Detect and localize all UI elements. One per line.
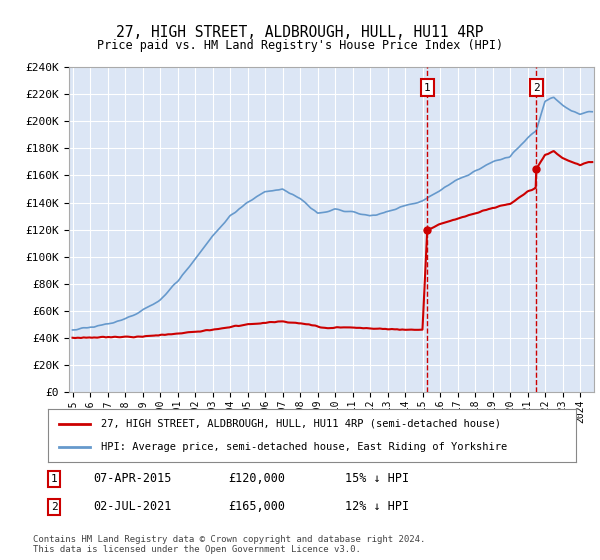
Text: 07-APR-2015: 07-APR-2015 bbox=[93, 472, 172, 486]
Text: 02-JUL-2021: 02-JUL-2021 bbox=[93, 500, 172, 514]
Text: 27, HIGH STREET, ALDBROUGH, HULL, HU11 4RP (semi-detached house): 27, HIGH STREET, ALDBROUGH, HULL, HU11 4… bbox=[101, 419, 501, 429]
Text: 15% ↓ HPI: 15% ↓ HPI bbox=[345, 472, 409, 486]
Text: 1: 1 bbox=[424, 82, 431, 92]
Text: HPI: Average price, semi-detached house, East Riding of Yorkshire: HPI: Average price, semi-detached house,… bbox=[101, 442, 507, 452]
Text: £120,000: £120,000 bbox=[228, 472, 285, 486]
Text: 2: 2 bbox=[533, 82, 539, 92]
Text: 2: 2 bbox=[50, 502, 58, 512]
Text: 27, HIGH STREET, ALDBROUGH, HULL, HU11 4RP: 27, HIGH STREET, ALDBROUGH, HULL, HU11 4… bbox=[116, 25, 484, 40]
Text: 1: 1 bbox=[50, 474, 58, 484]
Text: £165,000: £165,000 bbox=[228, 500, 285, 514]
Text: Contains HM Land Registry data © Crown copyright and database right 2024.
This d: Contains HM Land Registry data © Crown c… bbox=[33, 535, 425, 554]
Text: Price paid vs. HM Land Registry's House Price Index (HPI): Price paid vs. HM Land Registry's House … bbox=[97, 39, 503, 52]
Text: 12% ↓ HPI: 12% ↓ HPI bbox=[345, 500, 409, 514]
